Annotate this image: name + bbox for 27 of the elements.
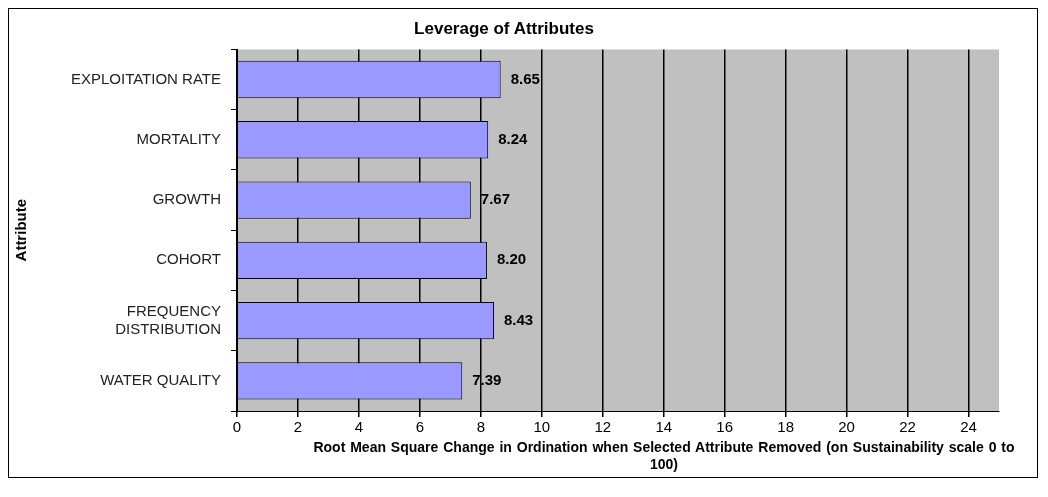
x-tick-label: 10 bbox=[533, 418, 551, 436]
y-tick-label: GROWTH bbox=[152, 190, 222, 208]
x-tick-label: 18 bbox=[777, 418, 794, 436]
data-label: 8.65 bbox=[510, 69, 540, 87]
y-tick-label: COHORT bbox=[156, 250, 222, 268]
x-tick-label: 0 bbox=[232, 418, 242, 436]
x-tick-label: 16 bbox=[716, 418, 734, 436]
y-tick-label: MORTALITY bbox=[136, 129, 222, 147]
y-axis-title: Attribute bbox=[12, 198, 30, 262]
x-tick-label: 4 bbox=[354, 418, 364, 436]
y-tick-label: EXPLOITATION RATE bbox=[70, 69, 222, 87]
x-tick-label: 6 bbox=[415, 418, 425, 436]
data-label: 8.43 bbox=[503, 310, 534, 328]
x-tick-label: 2 bbox=[293, 418, 303, 436]
x-axis-title: Root Mean Square Change in Ordination when Selected Attribute Removed (on Sustainability scale 0 to 100) bbox=[312, 439, 1016, 474]
chart-title: Leverage of Attributes bbox=[414, 18, 594, 38]
data-label: 8.20 bbox=[496, 250, 527, 268]
y-tick-label: WATER QUALITY bbox=[100, 371, 222, 389]
x-tick-label: 20 bbox=[838, 418, 855, 436]
data-label: 7.67 bbox=[480, 190, 510, 208]
x-tick-label: 14 bbox=[655, 418, 673, 436]
data-label: 8.24 bbox=[498, 129, 529, 147]
x-tick-label: 24 bbox=[960, 418, 977, 436]
x-tick-label: 8 bbox=[476, 418, 486, 436]
x-tick-label: 22 bbox=[899, 418, 916, 436]
y-tick-label: FREQUENCY DISTRIBUTION bbox=[115, 301, 222, 337]
x-tick-label: 12 bbox=[594, 418, 612, 436]
